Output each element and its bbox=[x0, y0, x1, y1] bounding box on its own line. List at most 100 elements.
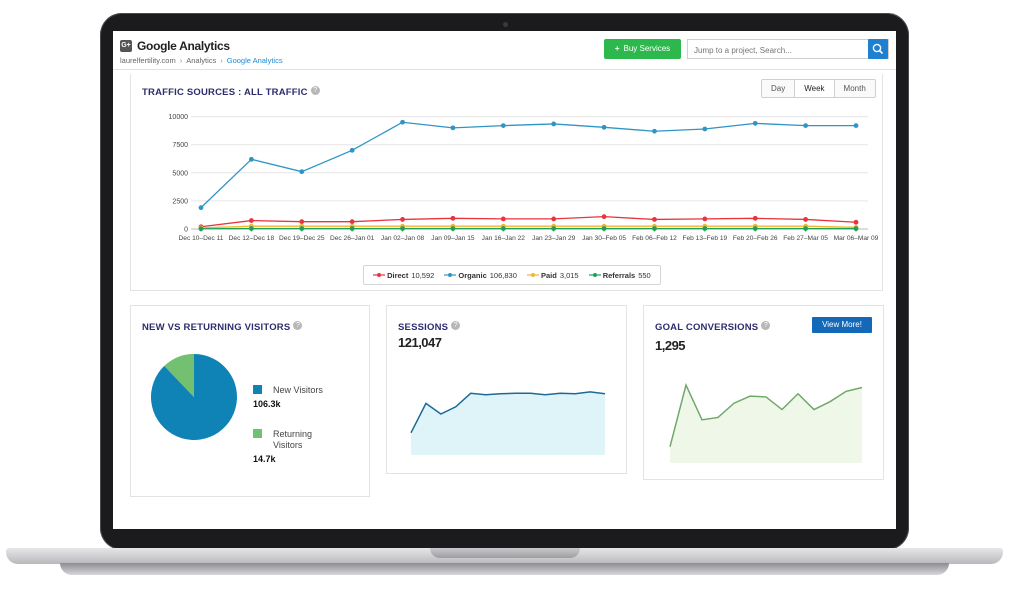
goal-conversions-title: GOAL CONVERSIONS bbox=[655, 322, 759, 333]
breadcrumb-item-domain[interactable]: laurelfertility.com bbox=[120, 56, 176, 65]
data-point-organic[interactable] bbox=[601, 124, 607, 130]
data-point-organic[interactable] bbox=[500, 123, 506, 129]
legend-marker-referrals bbox=[588, 273, 601, 277]
data-point-direct[interactable] bbox=[752, 215, 758, 221]
data-point-referrals[interactable] bbox=[198, 226, 204, 232]
visitors-pie-chart bbox=[151, 354, 237, 440]
y-tick-label: 7500 bbox=[172, 142, 188, 149]
data-point-direct[interactable] bbox=[299, 219, 305, 225]
new-visitors-swatch bbox=[253, 385, 262, 394]
returning-visitors-swatch bbox=[253, 429, 262, 438]
traffic-sources-title: TRAFFIC SOURCES : ALL TRAFFIC bbox=[142, 87, 308, 98]
data-point-organic[interactable] bbox=[803, 123, 809, 129]
new-vs-returning-card: NEW VS RETURNING VISITORS? New Visitors … bbox=[130, 305, 370, 497]
legend-direct-total: 10,592 bbox=[411, 270, 435, 280]
legend-paid[interactable]: Paid 3,015 bbox=[526, 271, 579, 280]
legend-direct-name: Direct bbox=[387, 270, 409, 280]
data-point-organic[interactable] bbox=[702, 126, 708, 132]
data-point-direct[interactable] bbox=[702, 216, 708, 222]
new-vs-returning-title-row: NEW VS RETURNING VISITORS? bbox=[142, 317, 303, 335]
data-point-organic[interactable] bbox=[248, 156, 254, 162]
data-point-organic[interactable] bbox=[450, 125, 456, 131]
returning-visitors-value: 14.7k bbox=[253, 454, 276, 464]
data-point-referrals[interactable] bbox=[601, 226, 607, 231]
laptop-notch bbox=[430, 548, 580, 558]
y-tick-label: 10000 bbox=[169, 114, 189, 121]
range-day-button[interactable]: Day bbox=[762, 80, 796, 97]
page-title: Google Analytics bbox=[137, 39, 230, 53]
data-point-referrals[interactable] bbox=[400, 226, 405, 231]
data-point-organic[interactable] bbox=[198, 205, 204, 211]
search-box bbox=[687, 39, 889, 60]
x-tick-label: Mar 06–Mar 09 bbox=[834, 235, 879, 242]
data-point-direct[interactable] bbox=[450, 215, 456, 221]
x-tick-label: Jan 09–Jan 15 bbox=[431, 235, 475, 242]
data-point-referrals[interactable] bbox=[500, 226, 506, 231]
data-point-referrals[interactable] bbox=[349, 226, 355, 231]
sessions-title: SESSIONS bbox=[398, 322, 449, 333]
legend-organic[interactable]: Organic 106,830 bbox=[444, 271, 517, 280]
data-point-direct[interactable] bbox=[853, 219, 859, 225]
goals-spark-line bbox=[669, 382, 863, 447]
series-line-direct bbox=[200, 215, 857, 228]
data-point-direct[interactable] bbox=[500, 216, 506, 222]
data-point-referrals[interactable] bbox=[702, 226, 708, 231]
traffic-sources-card: TRAFFIC SOURCES : ALL TRAFFIC? Day Week … bbox=[130, 74, 883, 291]
buy-services-label: Buy Services bbox=[623, 44, 671, 53]
data-point-referrals[interactable] bbox=[752, 226, 758, 231]
data-point-referrals[interactable] bbox=[299, 226, 305, 231]
data-point-direct[interactable] bbox=[652, 217, 657, 222]
legend-marker-organic bbox=[444, 273, 457, 277]
x-tick-label: Jan 23–Jan 29 bbox=[532, 235, 576, 242]
data-point-referrals[interactable] bbox=[551, 226, 557, 231]
pie-slice-returning-visitors[interactable] bbox=[164, 354, 194, 397]
data-point-organic[interactable] bbox=[400, 119, 405, 125]
goal-conversions-total: 1,295 bbox=[655, 338, 686, 353]
chart-legend: Direct 10,592 Organic 106,830 Paid 3,015 Re… bbox=[363, 265, 661, 285]
buy-services-button[interactable]: + Buy Services bbox=[604, 39, 681, 59]
range-month-button[interactable]: Month bbox=[834, 80, 875, 97]
y-tick-label: 5000 bbox=[172, 170, 188, 177]
data-point-direct[interactable] bbox=[551, 216, 557, 222]
help-icon[interactable]: ? bbox=[761, 321, 771, 331]
data-point-referrals[interactable] bbox=[853, 226, 859, 232]
x-tick-label: Dec 19–Dec 25 bbox=[279, 235, 325, 242]
legend-marker-paid bbox=[526, 273, 539, 277]
data-point-organic[interactable] bbox=[752, 120, 758, 126]
sessions-sparkline bbox=[410, 391, 606, 455]
data-point-direct[interactable] bbox=[601, 214, 607, 220]
x-tick-label: Jan 30–Feb 05 bbox=[582, 235, 626, 242]
goal-conversions-title-row: GOAL CONVERSIONS? bbox=[655, 317, 771, 335]
view-more-button[interactable]: View More! bbox=[812, 317, 872, 333]
data-point-direct[interactable] bbox=[803, 217, 809, 222]
data-point-direct[interactable] bbox=[400, 217, 405, 222]
breadcrumb: laurelfertility.com › Analytics › Google Ana… bbox=[120, 56, 283, 65]
breadcrumb-item-analytics[interactable]: Analytics bbox=[186, 56, 217, 65]
data-point-organic[interactable] bbox=[853, 123, 859, 129]
data-point-referrals[interactable] bbox=[652, 226, 657, 231]
data-point-organic[interactable] bbox=[299, 169, 305, 175]
breadcrumb-item-google-analytics[interactable]: Google Analytics bbox=[226, 56, 283, 65]
data-point-referrals[interactable] bbox=[248, 226, 254, 231]
help-icon[interactable]: ? bbox=[451, 321, 461, 331]
screen: G+ Google Analytics laurelfertility.com ›… bbox=[113, 31, 896, 529]
data-point-referrals[interactable] bbox=[803, 226, 809, 231]
data-point-referrals[interactable] bbox=[450, 226, 456, 231]
help-icon[interactable]: ? bbox=[293, 321, 303, 331]
legend-marker-direct bbox=[373, 273, 385, 277]
top-bar: G+ Google Analytics laurelfertility.com ›… bbox=[113, 31, 896, 70]
x-tick-label: Jan 02–Jan 08 bbox=[381, 235, 425, 242]
data-point-direct[interactable] bbox=[248, 218, 254, 223]
new-visitors-label: New Visitors bbox=[273, 385, 323, 395]
range-week-button[interactable]: Week bbox=[795, 80, 835, 97]
goal-conversions-sparkline bbox=[669, 382, 863, 463]
data-point-organic[interactable] bbox=[551, 121, 557, 127]
legend-direct[interactable]: Direct 10,592 bbox=[373, 271, 434, 280]
data-point-organic[interactable] bbox=[652, 128, 657, 134]
data-point-organic[interactable] bbox=[349, 147, 355, 153]
data-point-direct[interactable] bbox=[349, 219, 355, 225]
legend-referrals[interactable]: Referrals 550 bbox=[588, 271, 651, 280]
search-input[interactable] bbox=[688, 41, 870, 60]
search-button[interactable] bbox=[868, 39, 888, 59]
help-icon[interactable]: ? bbox=[310, 86, 320, 96]
